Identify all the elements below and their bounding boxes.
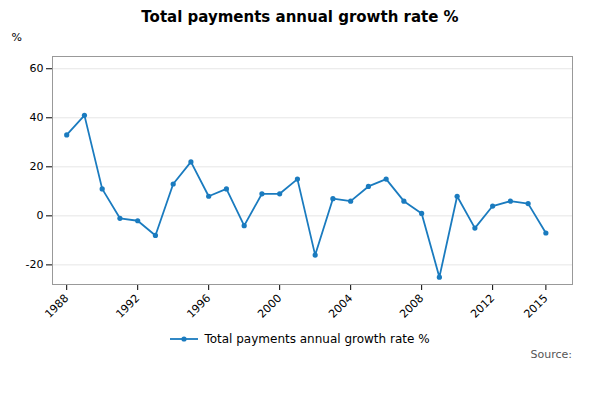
svg-text:40: 40: [30, 111, 44, 124]
svg-text:2012: 2012: [468, 292, 497, 321]
svg-text:2015: 2015: [521, 292, 550, 321]
svg-text:0: 0: [37, 209, 44, 222]
svg-text:-20: -20: [26, 258, 44, 271]
svg-text:1992: 1992: [113, 292, 142, 321]
svg-text:2000: 2000: [255, 292, 284, 321]
svg-text:60: 60: [30, 62, 44, 75]
html-text:Total payments annual growth r: Total payments annual growth rate %: [141, 8, 459, 26]
svg-text:20: 20: [30, 160, 44, 173]
svg-text:1996: 1996: [184, 292, 213, 321]
svg-text:2008: 2008: [397, 292, 426, 321]
svg-text:1988: 1988: [42, 292, 71, 321]
html-text:Source:: Source:: [530, 348, 572, 361]
svg-text:%: %: [12, 31, 22, 44]
svg-text:2004: 2004: [326, 292, 355, 321]
html-text:Total payments annual growth r: Total payments annual growth rate %: [204, 332, 430, 346]
